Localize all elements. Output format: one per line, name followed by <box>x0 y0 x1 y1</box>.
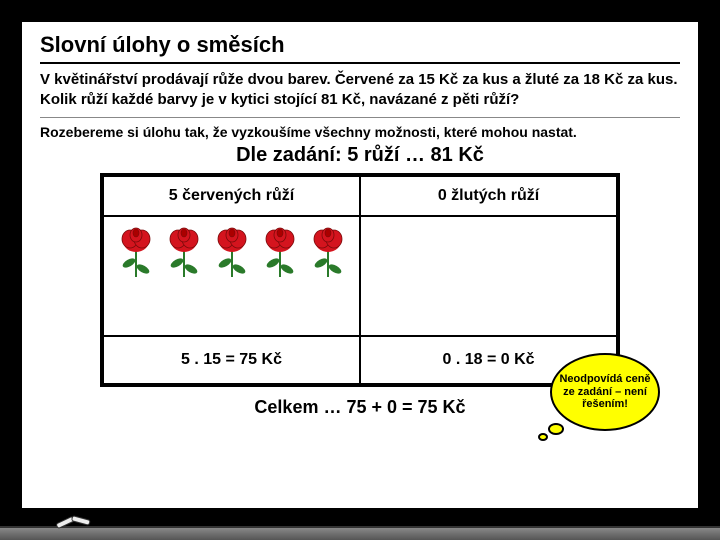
given-summary: Dle zadání: 5 růží … 81 Kč <box>40 144 680 167</box>
page-title: Slovní úlohy o směsích <box>40 32 680 64</box>
chalk-tray <box>0 526 720 540</box>
divider <box>40 117 680 118</box>
bubble-text: Neodpovídá ceně ze zadání – není řešením… <box>550 353 660 431</box>
rose-icon <box>209 223 255 279</box>
yellow-rose-cluster <box>367 223 610 329</box>
rose-icon <box>257 223 303 279</box>
red-rose-cluster <box>110 223 353 329</box>
bubble-tail <box>548 423 564 435</box>
red-roses-cell <box>103 216 360 336</box>
explanation-text: Rozebereme si úlohu tak, že vyzkoušíme v… <box>40 124 680 140</box>
rose-icon <box>305 223 351 279</box>
whiteboard: Slovní úlohy o směsích V květinářství pr… <box>20 20 700 510</box>
header-yellow: 0 žlutých růží <box>360 176 617 216</box>
problem-text: V květinářství prodávají růže dvou barev… <box>40 70 680 109</box>
calc-red: 5 . 15 = 75 Kč <box>103 336 360 384</box>
cases-table: 5 červených růží 0 žlutých růží <box>100 173 620 387</box>
bubble-tail <box>538 433 548 441</box>
thought-bubble: Neodpovídá ceně ze zadání – není řešením… <box>550 353 670 443</box>
yellow-roses-cell <box>360 216 617 336</box>
header-red: 5 červených růží <box>103 176 360 216</box>
rose-icon <box>161 223 207 279</box>
rose-icon <box>113 223 159 279</box>
chalk-icon <box>50 502 100 532</box>
